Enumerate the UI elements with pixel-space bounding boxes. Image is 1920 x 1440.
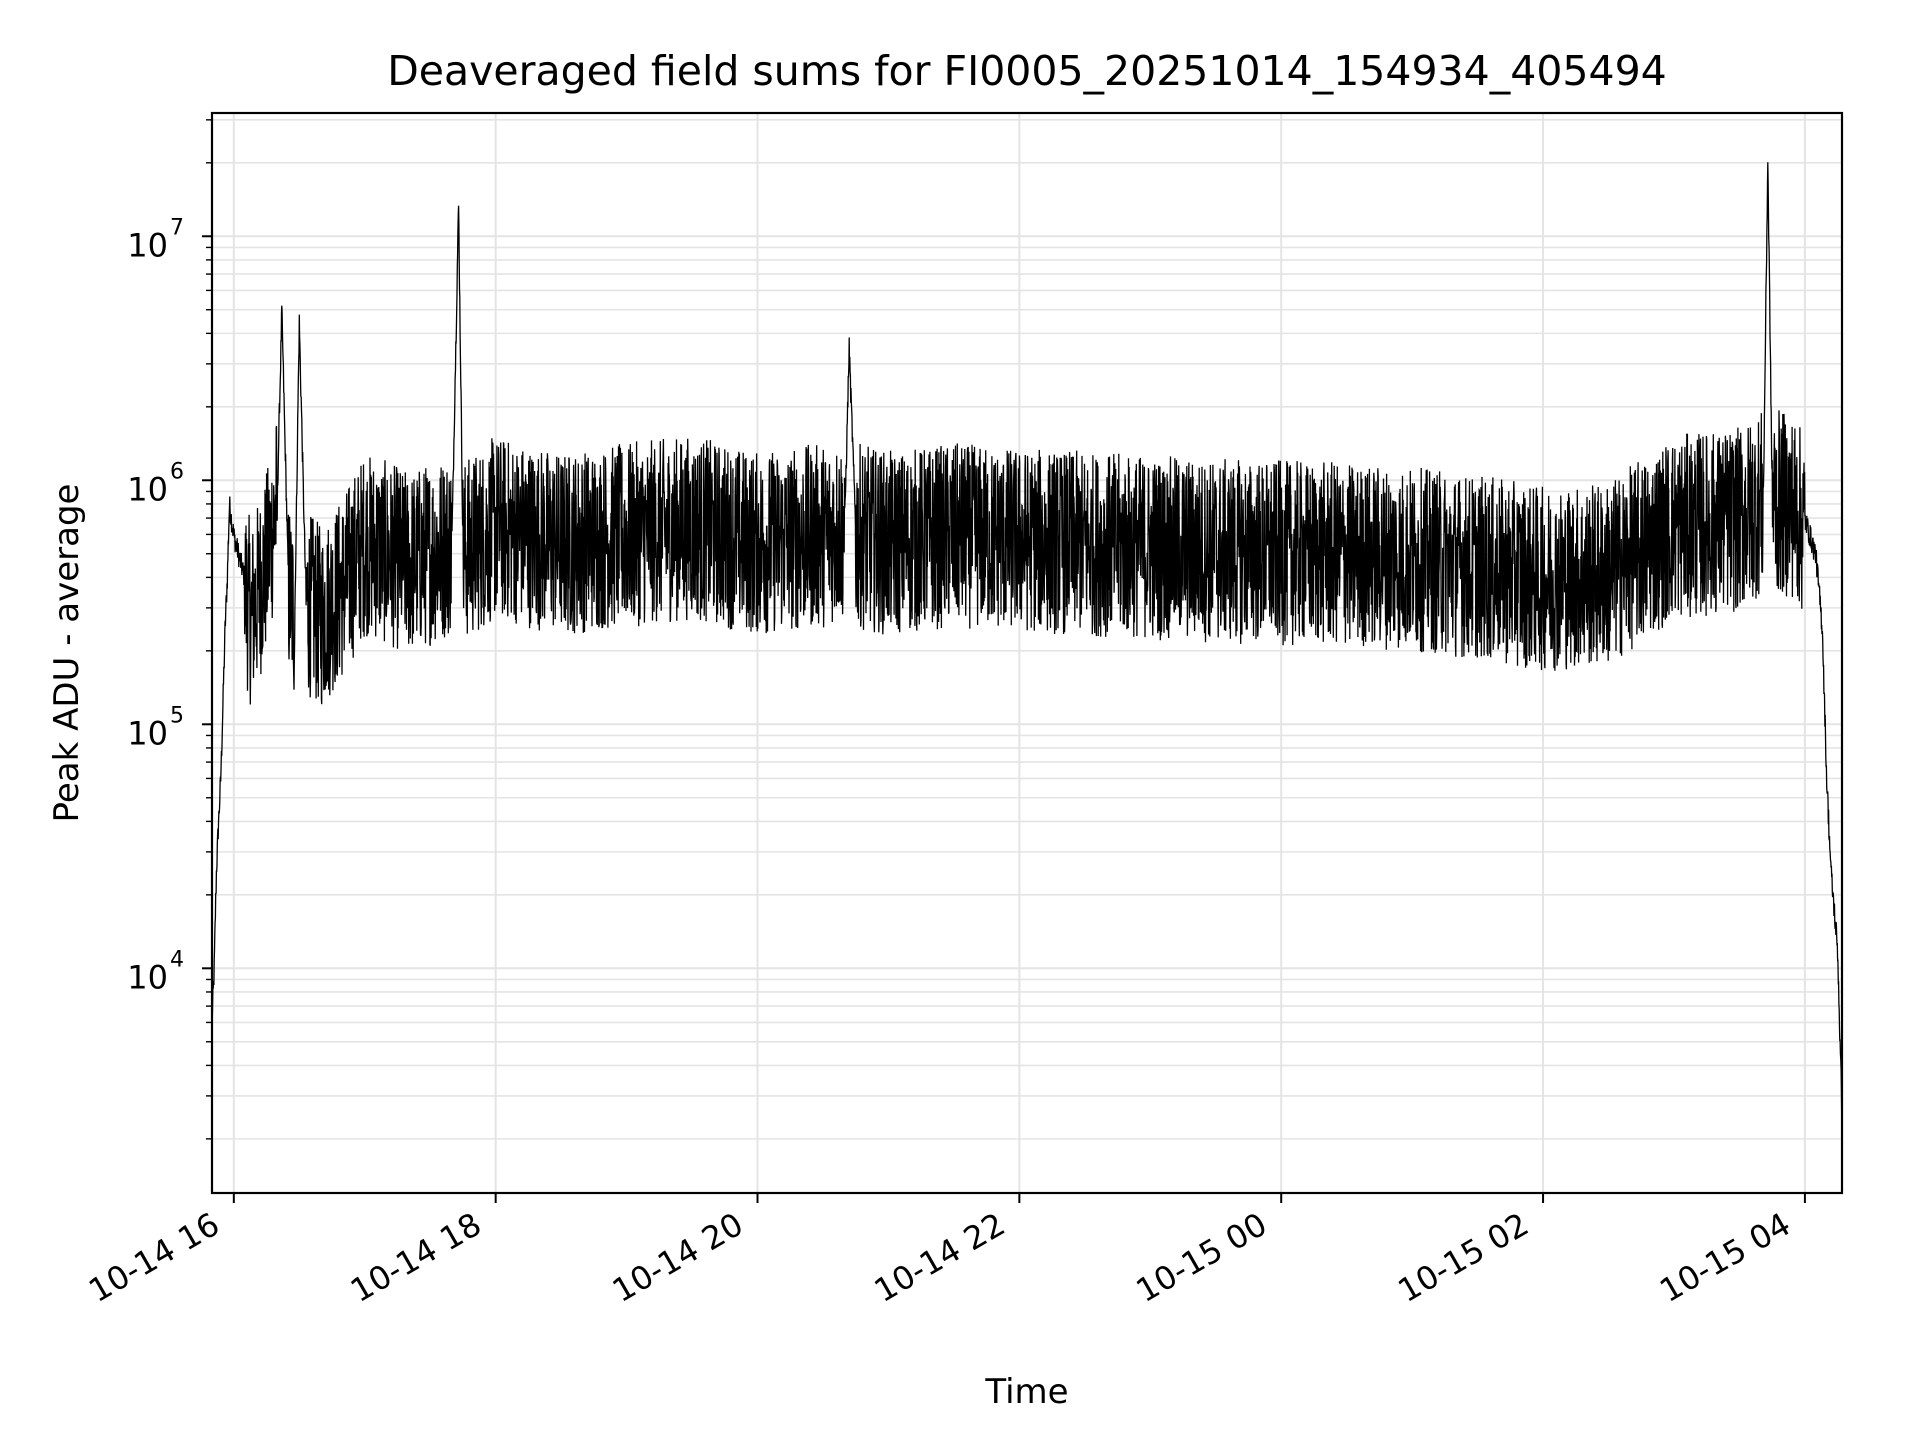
y-tick-exponent: 6	[170, 459, 184, 484]
y-tick-base: 10	[127, 226, 168, 264]
y-tick-label: 10 7	[127, 215, 184, 264]
plot-frame	[210, 111, 1844, 1195]
x-tick-label: 10-15 00	[1130, 1205, 1274, 1310]
y-tick-label: 10 5	[127, 703, 184, 752]
x-tick-label: 10-14 16	[82, 1205, 226, 1310]
x-axis-label: Time	[984, 1372, 1068, 1412]
series-layer	[212, 162, 1842, 1117]
x-tick-label: 10-14 20	[606, 1205, 750, 1310]
x-tick-label: 10-15 04	[1653, 1205, 1797, 1310]
x-axis: 10-14 16 10-14 18 10-14 20 10-14 22 10-15 00…	[82, 1193, 1806, 1310]
x-tick-label: 10-14 22	[868, 1205, 1012, 1310]
series-line	[212, 162, 1842, 1117]
y-tick-base: 10	[127, 714, 168, 752]
y-tick-exponent: 4	[170, 947, 184, 972]
chart-title: Deaveraged field sums for FI0005_2025101…	[387, 47, 1667, 95]
y-tick-label: 10 4	[127, 947, 184, 996]
y-axis-label: Peak ADU - average	[47, 484, 87, 823]
y-tick-label: 10 6	[127, 459, 184, 508]
x-tick-label: 10-15 02	[1391, 1205, 1535, 1310]
y-tick-exponent: 5	[170, 703, 184, 728]
y-tick-base: 10	[127, 470, 168, 508]
y-tick-base: 10	[127, 958, 168, 996]
y-tick-exponent: 7	[170, 215, 184, 240]
x-tick-label: 10-14 18	[344, 1205, 488, 1310]
